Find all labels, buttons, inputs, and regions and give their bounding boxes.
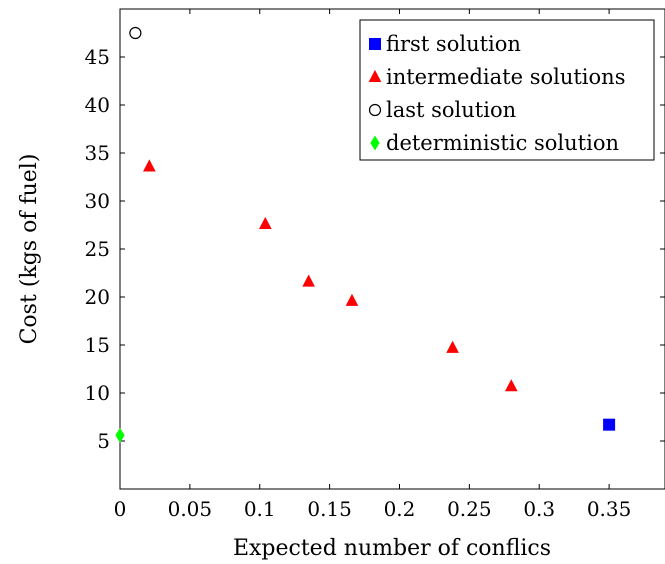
legend-marker	[369, 38, 381, 50]
data-point	[302, 274, 315, 287]
y-tick-label: 40	[85, 93, 110, 117]
x-tick-label: 0.3	[523, 497, 555, 521]
data-point	[603, 418, 616, 431]
y-tick-label: 5	[97, 429, 110, 453]
y-tick-label: 25	[85, 237, 110, 261]
x-tick-label: 0.2	[384, 497, 416, 521]
data-point	[143, 159, 156, 172]
legend-marker	[368, 103, 382, 117]
x-tick-label: 0	[114, 497, 127, 521]
y-tick-label: 10	[85, 381, 110, 405]
x-tick-label: 0.15	[307, 497, 352, 521]
legend-label: last solution	[386, 98, 516, 122]
data-point	[446, 340, 459, 353]
x-tick-label: 0.35	[587, 497, 632, 521]
legend-marker	[368, 69, 382, 82]
legend-box	[359, 19, 655, 161]
legend-label: first solution	[386, 32, 521, 56]
y-tick-label: 30	[85, 189, 110, 213]
x-tick-label: 0.1	[244, 497, 276, 521]
y-tick-label: 35	[85, 141, 110, 165]
legend-label: deterministic solution	[386, 131, 619, 155]
data-point	[129, 26, 142, 40]
data-point	[345, 293, 359, 306]
legend-marker	[370, 135, 380, 151]
y-tick-label: 45	[85, 45, 110, 69]
data-point	[259, 216, 272, 230]
axis-ticks: 0 0.05 0.1 0.15 0.2 0.25 0.3 0.35 5 10 15 20 25 30 35 4…	[85, 9, 665, 521]
x-tick-label: 0.25	[447, 497, 492, 521]
legend: first solution intermediate solutions last…	[359, 19, 655, 161]
data-point	[115, 427, 125, 443]
y-axis-label: Cost (kgs of fuel)	[17, 154, 42, 345]
y-tick-label: 15	[85, 333, 110, 357]
data-marks	[115, 26, 616, 443]
legend-label: intermediate solutions	[386, 65, 625, 89]
data-point	[504, 379, 518, 392]
x-axis-label: Expected number of conflics	[233, 536, 551, 561]
y-tick-label: 20	[85, 285, 110, 309]
x-tick-label: 0.05	[168, 497, 213, 521]
